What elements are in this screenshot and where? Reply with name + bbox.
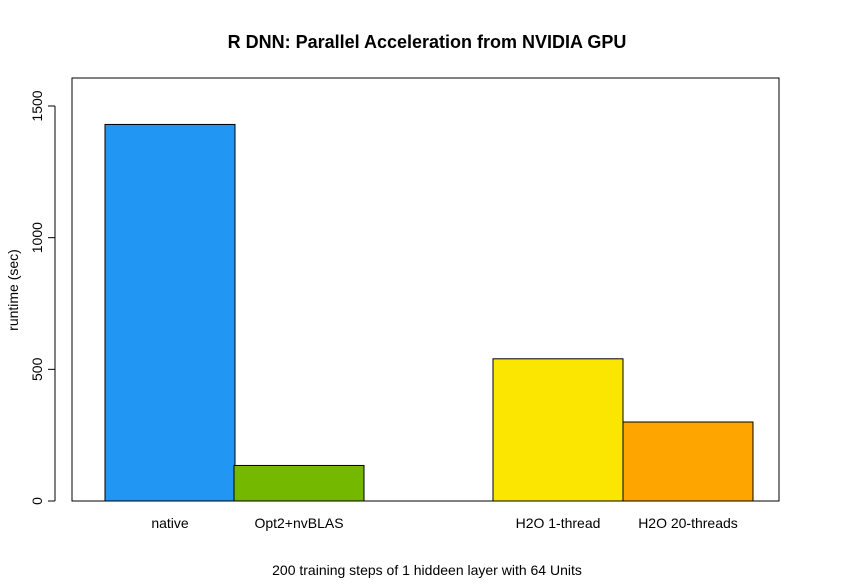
y-axis: 0 500 1000 1500 xyxy=(29,90,56,505)
x-tick-label: Opt2+nvBLAS xyxy=(254,515,343,531)
x-tick-label: H2O 20-threads xyxy=(638,515,738,531)
y-axis-label: runtime (sec) xyxy=(5,249,21,331)
chart-title: R DNN: Parallel Acceleration from NVIDIA… xyxy=(228,32,627,52)
y-tick-label: 1500 xyxy=(29,90,45,121)
bar-h2o-1-thread xyxy=(492,358,624,502)
x-axis-labels: native Opt2+nvBLAS H2O 1-thread H2O 20-thre… xyxy=(151,515,737,531)
bar-native xyxy=(104,123,236,502)
bars-group xyxy=(104,123,754,502)
bar-opt2-nvblas xyxy=(233,464,365,502)
y-tick-label: 500 xyxy=(29,357,45,381)
x-tick-label: native xyxy=(151,515,189,531)
bar-h2o-20-threads xyxy=(622,421,754,502)
x-tick-label: H2O 1-thread xyxy=(516,515,601,531)
y-tick-label: 0 xyxy=(29,497,45,505)
x-axis-label: 200 training steps of 1 hiddeen layer wi… xyxy=(272,562,582,578)
y-tick-label: 1000 xyxy=(29,222,45,253)
plot-frame xyxy=(71,77,780,502)
